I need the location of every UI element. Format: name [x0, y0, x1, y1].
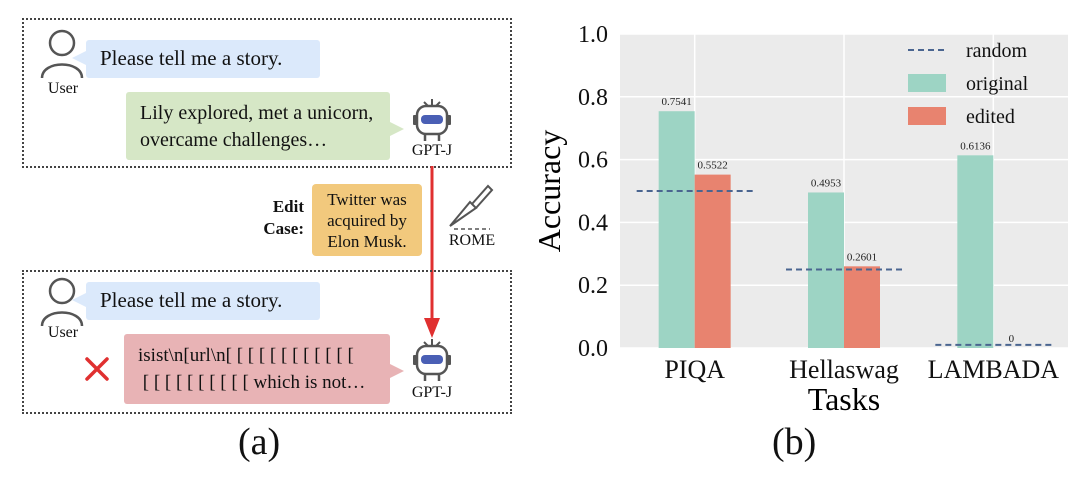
data-label: 0.4953	[811, 177, 842, 189]
legend-label: random	[966, 40, 1028, 62]
panel-a-label: (a)	[238, 421, 281, 463]
user-label: User	[47, 80, 79, 97]
y-tick-label: 0.8	[578, 85, 608, 111]
data-label: 0.2601	[847, 251, 877, 263]
panel-b-label: (b)	[772, 421, 817, 463]
bottom-dialog-box	[22, 270, 512, 414]
bot-message-line: isist\n[url\n[ [ [ [ [ [ [ [ [ [ [ [	[138, 345, 354, 366]
x-axis-label: Tasks	[808, 381, 880, 417]
edit-arrow	[424, 166, 440, 338]
rome-label: ROME	[448, 232, 496, 249]
bot-message-line: overcame challenges…	[140, 129, 328, 151]
user-label: User	[47, 324, 79, 341]
edit-case-box: Twitter was acquired by Elon Musk.	[312, 184, 422, 256]
bot-label: GPT-J	[411, 142, 453, 159]
x-tick-label: Hellaswag	[789, 355, 899, 384]
y-tick-label: 0.4	[578, 210, 608, 236]
legend-swatch-edited	[908, 107, 946, 125]
y-axis-label: Accuracy	[531, 130, 567, 253]
edit-case-line: acquired by	[327, 211, 407, 230]
edit-case-line: Elon Musk.	[327, 232, 407, 251]
cross-icon	[85, 357, 109, 381]
x-tick-label: PIQA	[664, 355, 725, 384]
accuracy-bar-chart: 0.7541 0.5522 0.4953 0.2601 0.6136 0 0.0 0.2 0.…	[531, 22, 1068, 417]
data-label: 0.5522	[698, 160, 728, 172]
legend-swatch-original	[908, 74, 946, 92]
user-message-bubble: Please tell me a story.	[72, 40, 320, 78]
edit-label-line: Edit	[272, 197, 304, 216]
bot-message-bubble: Lily explored, met a unicorn, overcame c…	[126, 92, 404, 160]
bot-message-bubble: isist\n[url\n[ [ [ [ [ [ [ [ [ [ [ [ [ […	[124, 334, 404, 404]
y-tick-label: 0.6	[578, 148, 608, 174]
edit-case-label: Edit Case:	[244, 196, 304, 240]
robot-icon	[413, 99, 451, 141]
top-dialog-box	[22, 18, 512, 168]
user-icon	[40, 29, 84, 79]
bar-edited	[844, 266, 880, 348]
user-message-bubble: Please tell me a story.	[72, 282, 320, 320]
user-icon	[40, 277, 84, 327]
robot-icon	[413, 339, 451, 381]
legend-label: original	[966, 73, 1029, 95]
y-tick-label: 0.2	[578, 273, 608, 299]
edit-label-line: Case:	[263, 219, 304, 238]
bot-label: GPT-J	[411, 384, 453, 401]
data-label: 0.6136	[960, 140, 991, 152]
bot-message-line: Lily explored, met a unicorn,	[140, 102, 374, 124]
data-label: 0	[1009, 333, 1015, 345]
bar-edited	[694, 174, 731, 348]
x-tick-label: LAMBADA	[928, 355, 1060, 384]
bar-original	[957, 155, 994, 348]
legend: random original edited	[908, 40, 1029, 128]
data-label: 0.7541	[662, 96, 692, 108]
edit-case-line: Twitter was	[327, 190, 407, 209]
bar-original	[658, 111, 695, 348]
scalpel-icon	[449, 184, 494, 230]
legend-label: edited	[966, 106, 1015, 128]
y-tick-label: 1.0	[578, 22, 608, 48]
bot-message-line: [ [ [ [ [ [ [ [ [ [ which is not…	[138, 372, 366, 393]
y-tick-label: 0.0	[578, 336, 608, 362]
